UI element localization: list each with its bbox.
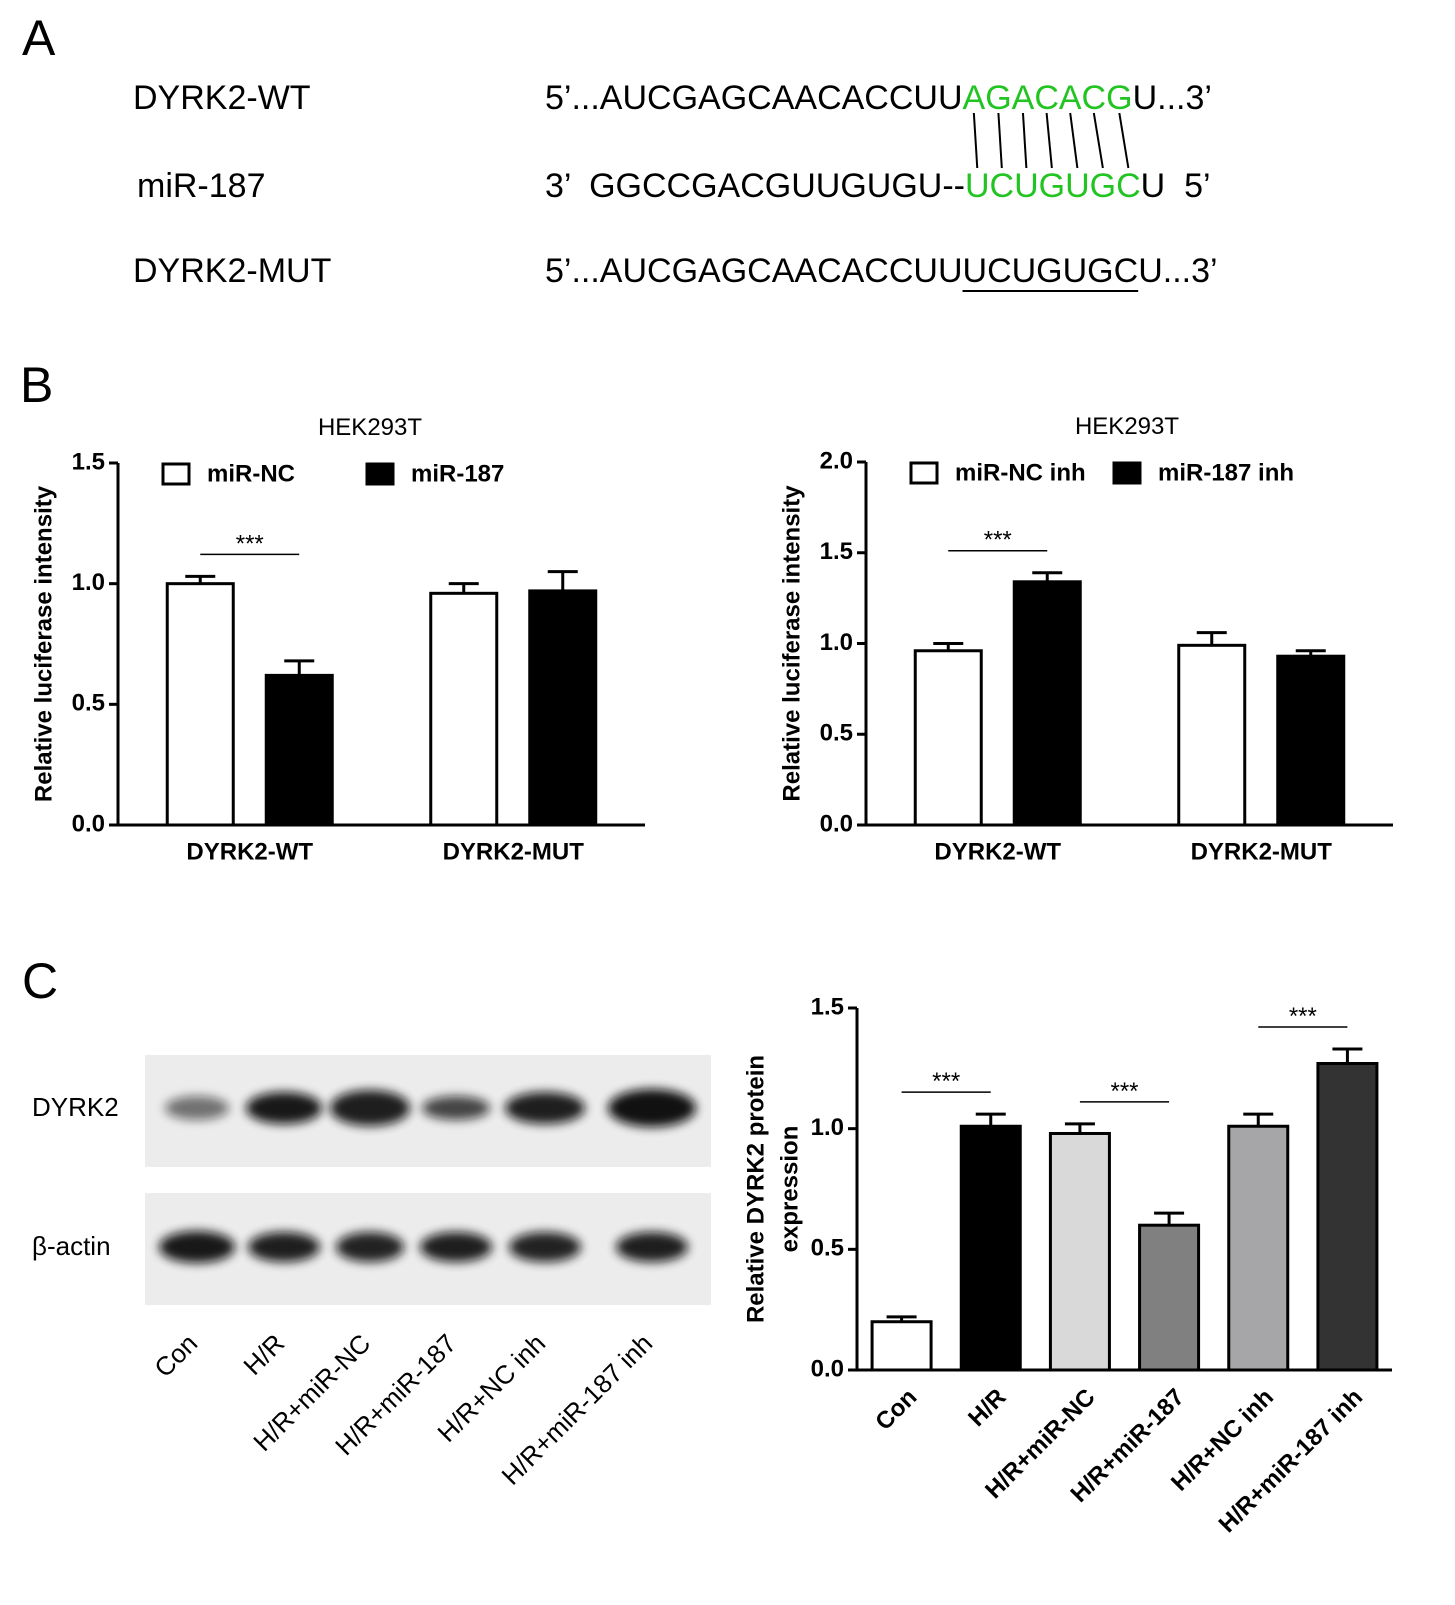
base-pair-line bbox=[1045, 112, 1053, 169]
y-tick-label: 0.5 bbox=[820, 720, 853, 747]
blot-band bbox=[246, 1092, 322, 1124]
blot-band bbox=[336, 1232, 404, 1262]
bar bbox=[1012, 580, 1082, 827]
x-tick-label: DYRK2-MUT bbox=[443, 838, 585, 865]
blot-band bbox=[248, 1232, 320, 1262]
bar bbox=[1048, 1131, 1111, 1372]
y-tick-label: 1.0 bbox=[820, 629, 853, 656]
sequence-part: 3’ GGCCGACGUUGUGU-- bbox=[545, 167, 965, 205]
significance-label: *** bbox=[1110, 1078, 1138, 1105]
sequence: 5’...AUCGAGCAACACCUUUCUGUGCU...3’ bbox=[545, 252, 1218, 290]
significance-label: *** bbox=[236, 530, 264, 557]
lane-label: Con bbox=[148, 1328, 203, 1383]
base-pair-line bbox=[1021, 112, 1028, 169]
blot-band bbox=[165, 1096, 229, 1120]
legend-label: miR-187 inh bbox=[1158, 459, 1294, 486]
sequence-part: U...3’ bbox=[1138, 252, 1217, 290]
y-tick-label: 1.0 bbox=[811, 1114, 844, 1141]
band-label: DYRK2 bbox=[32, 1092, 119, 1122]
sequence-name: DYRK2-WT bbox=[133, 79, 311, 117]
legend-swatch bbox=[1112, 461, 1142, 485]
y-tick-label: 1.0 bbox=[72, 569, 105, 596]
band-label: β-actin bbox=[32, 1231, 111, 1261]
base-pair-line bbox=[1118, 112, 1130, 169]
legend-label: miR-NC inh bbox=[955, 459, 1086, 486]
x-tick-label: DYRK2-MUT bbox=[1191, 838, 1333, 865]
bar bbox=[870, 1320, 933, 1372]
x-tick-label: H/R bbox=[963, 1384, 1011, 1432]
y-axis-label: Relative luciferase intensity bbox=[778, 485, 805, 802]
panel-label: A bbox=[22, 10, 56, 66]
sequence-name: miR-187 bbox=[137, 167, 265, 205]
bar bbox=[1138, 1223, 1201, 1372]
legend-label: miR-187 bbox=[411, 460, 504, 487]
blot-band bbox=[505, 1092, 585, 1124]
panel-label: B bbox=[20, 357, 53, 413]
base-pair-line bbox=[972, 112, 979, 169]
blot-band bbox=[330, 1090, 410, 1126]
x-tick-label: DYRK2-WT bbox=[186, 838, 313, 865]
bar bbox=[1276, 654, 1346, 827]
x-tick-label: DYRK2-WT bbox=[934, 838, 1061, 865]
bar bbox=[165, 582, 235, 827]
sequence-part: UCUGUGC bbox=[965, 167, 1141, 205]
y-tick-label: 0.5 bbox=[72, 690, 105, 717]
bar bbox=[429, 591, 499, 827]
bar bbox=[913, 649, 983, 827]
blot-band bbox=[616, 1232, 688, 1262]
y-tick-label: 0.5 bbox=[811, 1235, 844, 1262]
significance-label: *** bbox=[932, 1068, 960, 1095]
significance-label: *** bbox=[1289, 1003, 1317, 1030]
y-axis-label: Relative luciferase intensity bbox=[30, 485, 57, 802]
y-tick-label: 2.0 bbox=[820, 447, 853, 474]
bar bbox=[528, 589, 598, 827]
legend-swatch bbox=[161, 462, 191, 486]
bar bbox=[959, 1124, 1022, 1372]
sequence: 5’...AUCGAGCAACACCUUAGACACGU...3’ bbox=[545, 79, 1212, 117]
base-pair-line bbox=[1092, 112, 1104, 169]
bar bbox=[1316, 1062, 1379, 1372]
blot-band bbox=[608, 1089, 696, 1127]
blot-band bbox=[420, 1232, 492, 1262]
blot-band bbox=[509, 1232, 581, 1262]
y-tick-label: 1.5 bbox=[811, 993, 844, 1020]
legend-swatch bbox=[909, 461, 939, 485]
y-axis-label: Relative DYRK2 protein bbox=[742, 1055, 769, 1323]
sequence-part: UCUGUGC bbox=[963, 252, 1139, 290]
chart-title: HEK293T bbox=[1075, 413, 1179, 440]
y-axis-label: expression bbox=[776, 1126, 803, 1253]
y-tick-label: 0.0 bbox=[811, 1355, 844, 1382]
sequence: 3’ GGCCGACGUUGUGU--UCUGUGCU 5’ bbox=[545, 167, 1211, 205]
y-tick-label: 0.0 bbox=[72, 810, 105, 837]
sequence-part: U 5’ bbox=[1141, 167, 1211, 205]
bar bbox=[1177, 643, 1247, 827]
base-pair-line bbox=[1069, 112, 1079, 169]
sequence-part: 5’...AUCGAGCAACACCUU bbox=[545, 252, 963, 290]
y-tick-label: 1.5 bbox=[72, 448, 105, 475]
chart-title: HEK293T bbox=[318, 414, 422, 441]
blot-band bbox=[422, 1096, 490, 1120]
sequence-name: DYRK2-MUT bbox=[133, 252, 331, 290]
legend-swatch bbox=[365, 462, 395, 486]
bar bbox=[1227, 1124, 1290, 1372]
panel-label: C bbox=[22, 953, 58, 1009]
sequence-part: 5’...AUCGAGCAACACCUU bbox=[545, 79, 963, 117]
y-tick-label: 0.0 bbox=[820, 810, 853, 837]
legend-label: miR-NC bbox=[207, 460, 295, 487]
y-tick-label: 1.5 bbox=[820, 538, 853, 565]
base-pair-line bbox=[997, 112, 1003, 169]
significance-label: *** bbox=[984, 527, 1012, 554]
blot-band bbox=[159, 1231, 235, 1263]
sequence-part: AGACACG bbox=[963, 79, 1133, 117]
lane-label: H/R bbox=[237, 1328, 290, 1381]
bar bbox=[264, 673, 334, 827]
x-tick-label: Con bbox=[870, 1384, 922, 1436]
sequence-part: U...3’ bbox=[1133, 79, 1212, 117]
